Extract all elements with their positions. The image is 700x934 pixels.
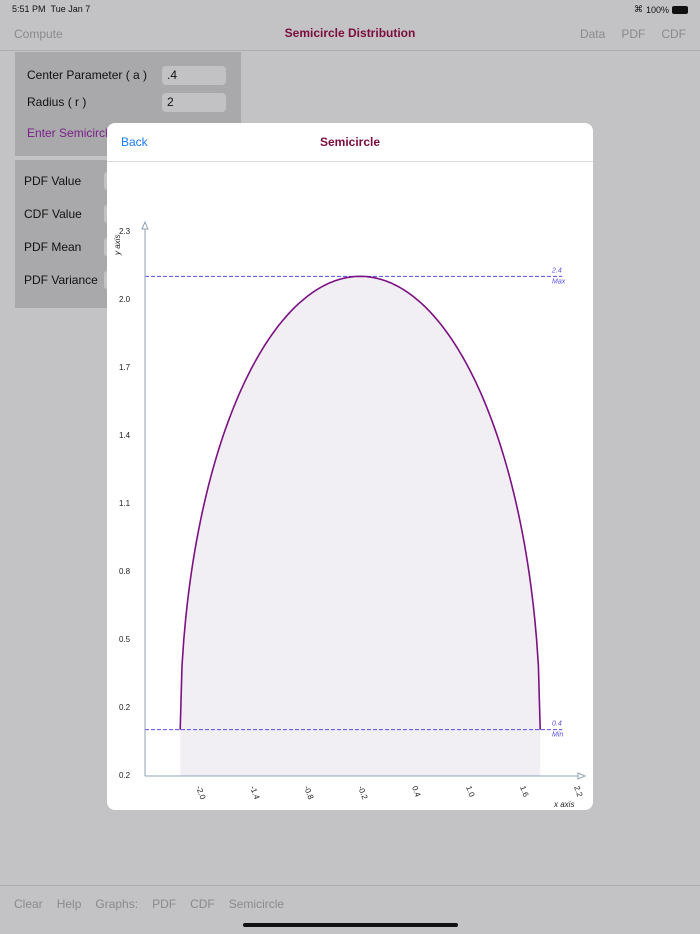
date: Tue Jan 7 xyxy=(50,4,91,14)
pdf-value-label: PDF Value xyxy=(24,174,82,188)
x-tick-label: -0.2 xyxy=(356,785,369,802)
y-tick-label: 1.4 xyxy=(119,431,131,440)
enter-instruction: Enter Semicircle xyxy=(27,126,115,140)
home-indicator xyxy=(243,923,458,927)
semicircle-curve xyxy=(179,275,541,730)
help-button[interactable]: Help xyxy=(56,897,82,911)
modal-title: Semicircle xyxy=(319,135,381,149)
battery-percent: 100% xyxy=(645,4,669,15)
x-tick-label: -0.8 xyxy=(302,785,315,802)
min-label: Min xyxy=(552,732,563,739)
bottom-toolbar: Clear Help Graphs: PDF CDF Semicircle xyxy=(0,885,700,934)
x-tick-label: 0.4 xyxy=(410,785,422,799)
graphs-label: Graphs: xyxy=(95,897,139,911)
nav-bar: Compute Semicircle Distribution Data PDF… xyxy=(0,18,700,51)
y-axis-arrow-icon xyxy=(141,220,149,230)
x-tick-label: 1.6 xyxy=(518,785,530,799)
y-tick-label: 0.5 xyxy=(119,635,131,644)
graph-cdf-button[interactable]: CDF xyxy=(190,897,215,911)
cdf-button[interactable]: CDF xyxy=(661,27,686,41)
radius-label: Radius ( r ) xyxy=(27,95,87,109)
y-tick-label: 1.1 xyxy=(119,499,131,508)
status-bar: 5:51 PM Tue Jan 7 ⌘ 100% xyxy=(0,0,700,18)
modal-header: Back Semicircle xyxy=(107,123,593,162)
semicircle-graph-modal: Back Semicircle 2.4 Max 0.4 Min 2.3 2.0 1.7 1.4… xyxy=(107,123,593,810)
battery-icon xyxy=(672,5,688,14)
y-tick-label: 0.2 xyxy=(119,703,131,712)
min-value-label: 0.4 xyxy=(552,721,562,728)
data-button[interactable]: Data xyxy=(579,27,606,41)
y-tick-label: 0.2 xyxy=(119,771,131,780)
x-tick-label: 1.0 xyxy=(464,785,476,799)
radius-input[interactable]: 2 xyxy=(162,93,226,112)
y-tick-label: 2.3 xyxy=(119,227,131,236)
center-input[interactable]: .4 xyxy=(162,66,226,85)
y-tick-label: 1.7 xyxy=(119,363,131,372)
max-label: Max xyxy=(552,278,566,285)
x-tick-label: 2.2 xyxy=(572,785,584,799)
y-tick-label: 0.8 xyxy=(119,567,131,576)
clear-button[interactable]: Clear xyxy=(14,897,43,911)
y-tick-label: 2.0 xyxy=(119,295,131,304)
x-axis-label: x axis xyxy=(553,800,574,809)
status-time: 5:51 PM Tue Jan 7 xyxy=(12,4,90,14)
y-axis-label: y axis xyxy=(113,235,122,256)
max-value-label: 2.4 xyxy=(551,267,562,274)
wifi-icon: ⌘ xyxy=(633,4,643,14)
x-axis-arrow-icon xyxy=(577,772,587,780)
center-label: Center Parameter ( a ) xyxy=(27,68,148,82)
compute-button[interactable]: Compute xyxy=(14,27,63,41)
semicircle-chart: 2.4 Max 0.4 Min 2.3 2.0 1.7 1.4 1.1 0.8 0.5 0.2 0.2 -… xyxy=(113,220,587,809)
time: 5:51 PM xyxy=(12,4,46,14)
x-tick-label: -2.0 xyxy=(194,785,207,802)
graph-semicircle-button[interactable]: Semicircle xyxy=(228,897,285,911)
pdf-button[interactable]: PDF xyxy=(621,27,646,41)
graph-pdf-button[interactable]: PDF xyxy=(152,897,177,911)
cdf-value-label: CDF Value xyxy=(24,207,82,221)
x-tick-label: -1.4 xyxy=(248,785,261,802)
back-button[interactable]: Back xyxy=(121,135,148,149)
pdf-mean-label: PDF Mean xyxy=(24,240,82,254)
curve-fill xyxy=(180,276,541,776)
pdf-variance-label: PDF Variance xyxy=(24,273,98,287)
